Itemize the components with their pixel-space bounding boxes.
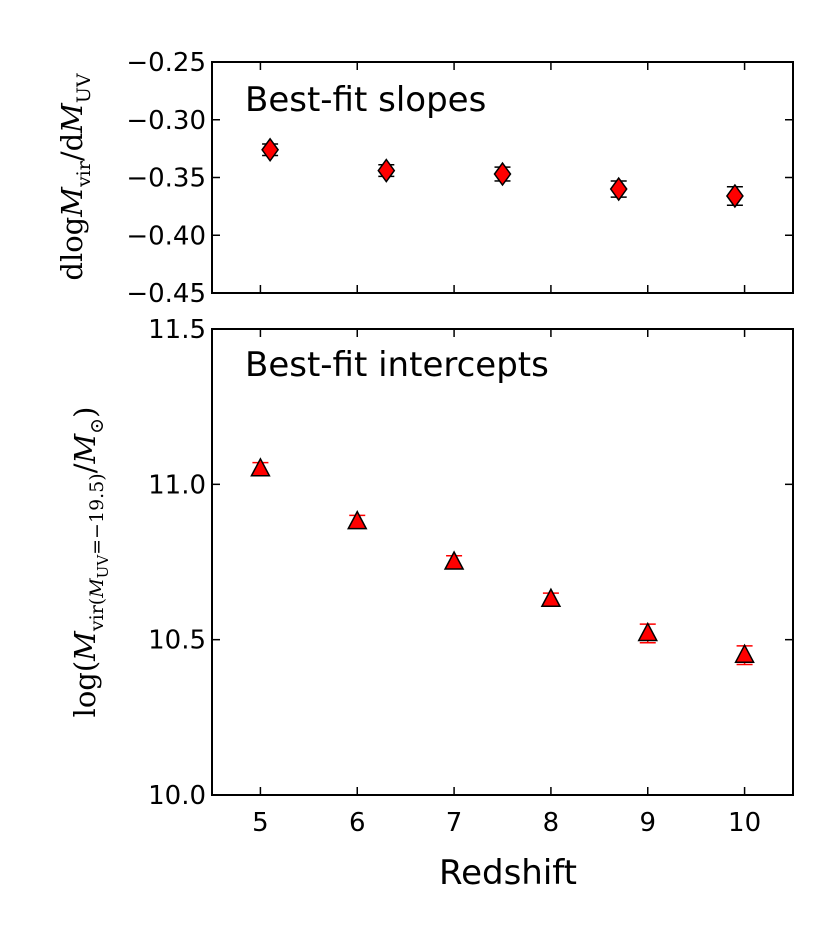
slopes-panel: −0.45 −0.40 −0.35 −0.30 −0.25 Best-fit slope… <box>55 48 794 309</box>
slopes-y-axis-label: dlogMvir/dMUV <box>55 73 95 281</box>
intercepts-data-point <box>347 510 368 530</box>
x-tick-label: 6 <box>349 808 366 838</box>
slopes-y-tick-label: −0.40 <box>126 221 206 251</box>
intercepts-data-point <box>443 550 465 570</box>
slopes-y-tick-label: −0.25 <box>126 48 206 78</box>
intercepts-y-tick-label: 11.5 <box>148 315 206 345</box>
x-tick-label: 7 <box>446 808 463 838</box>
intercepts-plot-frame <box>211 328 794 796</box>
intercepts-points <box>250 457 755 666</box>
intercepts-data-point <box>540 587 562 608</box>
slopes-annotation: Best-fit slopes <box>245 80 486 120</box>
x-axis-label: Redshift <box>439 853 577 893</box>
intercepts-panel: 10.0 10.5 11.0 11.5 5 6 7 8 9 10 Best-fit interc… <box>68 315 794 893</box>
x-tick-label: 5 <box>252 808 269 838</box>
slopes-data-point <box>725 183 744 209</box>
slopes-data-point <box>609 176 628 202</box>
slopes-data-point <box>261 137 280 163</box>
slopes-data-point <box>493 161 512 187</box>
slopes-y-tick-label: −0.35 <box>126 164 206 194</box>
x-tick-label: 9 <box>639 808 656 838</box>
slopes-y-ticks: −0.45 −0.40 −0.35 −0.30 −0.25 <box>126 48 793 309</box>
x-tick-label: 10 <box>728 808 761 838</box>
slopes-points <box>261 137 744 209</box>
intercepts-data-point <box>734 643 755 663</box>
intercepts-y-ticks: 10.0 10.5 11.0 11.5 <box>148 315 793 811</box>
intercepts-annotation: Best-fit intercepts <box>245 345 549 385</box>
x-tick-label: 8 <box>543 808 560 838</box>
slopes-y-tick-label: −0.30 <box>126 106 206 136</box>
intercepts-y-tick-label: 10.5 <box>148 626 206 656</box>
intercepts-y-axis-label: log(Mvir(MUV=−19.5)/M⊙) <box>68 407 112 718</box>
intercepts-data-point <box>250 457 271 477</box>
intercepts-data-point <box>637 621 658 642</box>
slopes-y-tick-label: −0.45 <box>126 279 206 309</box>
intercepts-y-tick-label: 10.0 <box>148 781 206 811</box>
intercepts-y-tick-label: 11.0 <box>148 470 206 500</box>
slopes-data-point <box>377 158 396 183</box>
intercepts-x-ticks: 5 6 7 8 9 10 <box>252 329 761 838</box>
